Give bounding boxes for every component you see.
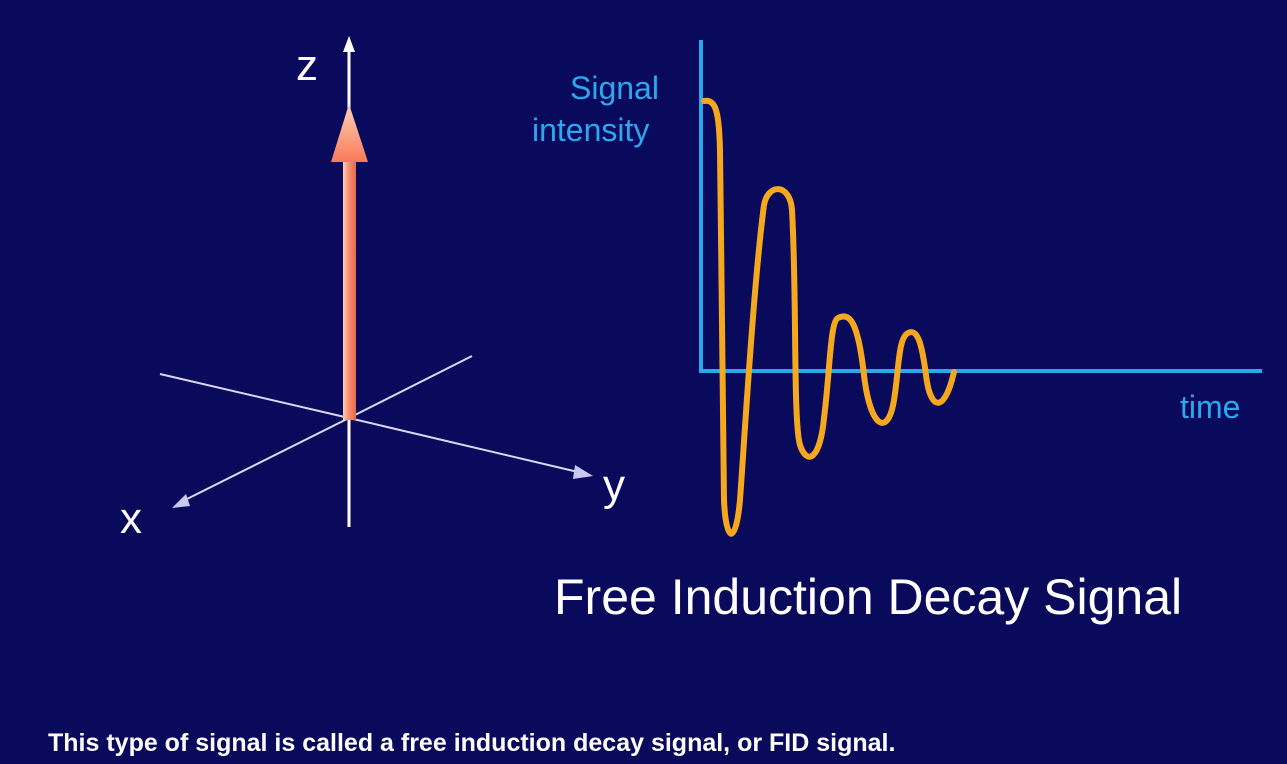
y-axis	[348, 417, 579, 473]
x-axis-arrowhead	[172, 494, 190, 508]
z-axis-arrowhead	[343, 36, 355, 52]
x-axis	[182, 417, 350, 502]
x-axis-label: x	[120, 494, 142, 543]
y-axis-arrowhead	[573, 465, 593, 479]
axis-line-back-left	[159, 373, 350, 419]
fid-ylabel-line1: Signal	[570, 70, 659, 106]
y-axis-label: y	[603, 461, 625, 510]
fid-signal-curve	[701, 97, 957, 537]
fid-xlabel: time	[1180, 389, 1241, 425]
fid-axes	[699, 40, 1262, 373]
fid-ylabel-line2: intensity	[532, 112, 650, 148]
coordinate-axes	[159, 36, 593, 527]
axis-line-back-right	[348, 355, 473, 419]
caption-text: This type of signal is called a free ind…	[48, 729, 896, 757]
magnetization-arrow-head	[331, 104, 368, 162]
magnetization-arrow-shaft	[343, 158, 356, 420]
diagram-title: Free Induction Decay Signal	[554, 569, 1183, 625]
z-axis-label: z	[296, 41, 318, 90]
magnetization-vector	[331, 104, 368, 420]
